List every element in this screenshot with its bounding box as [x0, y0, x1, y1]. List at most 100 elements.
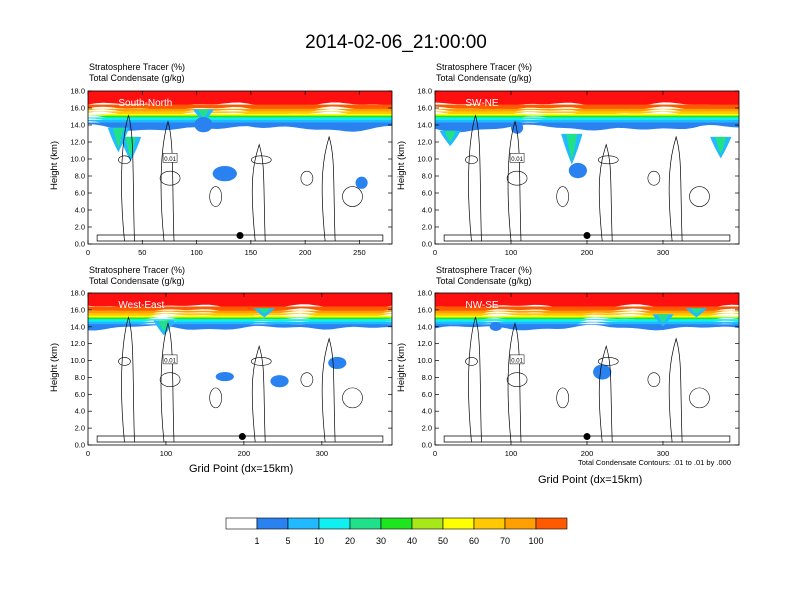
- contour-label: 0.01: [164, 358, 176, 364]
- colorbar-swatch: [256, 517, 289, 530]
- y-tick-label: 12.0: [417, 339, 432, 348]
- y-tick-label: 2.0: [75, 424, 85, 433]
- y-tick-label: 12.0: [70, 138, 85, 147]
- y-tick-label: 18.0: [417, 289, 432, 298]
- tracer-band: [88, 313, 392, 319]
- panel-name: South-North: [118, 98, 172, 109]
- condensate-contour: [468, 316, 482, 443]
- colorbar-label: 10: [314, 536, 324, 546]
- condensate-contour: [160, 120, 175, 242]
- tracer-blob: [212, 165, 237, 182]
- tracer-band: [88, 310, 392, 316]
- x-tick-label: 100: [160, 449, 173, 458]
- panel-header-3: Stratosphere Tracer (%) Total Condensate…: [89, 265, 185, 287]
- x-tick-label: 0: [86, 248, 90, 257]
- y-tick-label: 10.0: [70, 356, 85, 365]
- condensate-contour: [342, 387, 363, 409]
- colorbar-label: 60: [469, 536, 479, 546]
- panel-header-2: Stratosphere Tracer (%) Total Condensate…: [436, 62, 532, 84]
- x-tick-label: 0: [433, 248, 437, 257]
- tracer-band: [88, 122, 392, 132]
- header-line-condensate: Total Condensate (g/kg): [89, 276, 185, 286]
- colorbar-swatch: [442, 517, 475, 530]
- x-axis-label-left: Grid Point (dx=15km): [189, 463, 294, 475]
- condensate-contour: [647, 372, 661, 387]
- colorbar-label: 50: [438, 536, 448, 546]
- x-axis-label-right: Grid Point (dx=15km): [538, 474, 643, 486]
- x-tick-label: 100: [190, 248, 203, 257]
- condensate-contour: [506, 170, 528, 186]
- y-tick-label: 18.0: [70, 87, 85, 96]
- y-tick-label: 4.0: [75, 407, 85, 416]
- condensate-contour: [321, 337, 336, 443]
- panel-header-1: Stratosphere Tracer (%) Total Condensate…: [89, 62, 185, 84]
- condensate-contour: [507, 322, 522, 443]
- condensate-contour: [443, 234, 731, 242]
- y-tick-label: 6.0: [422, 189, 432, 198]
- tracer-plume-core: [259, 308, 270, 314]
- condensate-contour: [159, 372, 181, 387]
- y-tick-label: 4.0: [75, 206, 85, 215]
- tracer-band: [88, 306, 392, 313]
- condensate-contour: [556, 186, 569, 207]
- panel-name: SW-NE: [465, 98, 498, 109]
- tracer-band: [88, 324, 392, 331]
- x-tick-label: 200: [238, 449, 251, 458]
- condensate-contour: [121, 316, 135, 443]
- y-tick-label: 16.0: [70, 104, 85, 113]
- condensate-contour: [250, 155, 272, 165]
- tracer-blob: [489, 321, 502, 331]
- panel-name: West-East: [118, 300, 164, 311]
- y-tick-label: 0.0: [75, 240, 85, 249]
- location-marker: [236, 232, 244, 239]
- condensate-contour: [668, 135, 683, 242]
- y-tick-label: 8.0: [422, 172, 432, 181]
- y-tick-label: 4.0: [422, 206, 432, 215]
- header-line-tracer: Stratosphere Tracer (%): [436, 265, 533, 275]
- panel-name: NW-SE: [465, 300, 498, 311]
- colorbar-label: 100: [528, 536, 543, 546]
- y-tick-label: 2.0: [75, 223, 85, 232]
- colorbar-swatch: [287, 517, 320, 530]
- y-tick-label: 10.0: [417, 356, 432, 365]
- tracer-band: [435, 122, 739, 133]
- condensate-contour: [159, 170, 181, 186]
- condensate-contour: [160, 322, 175, 443]
- colorbar: 1 5 10 20 30 40 50 60 70 100: [225, 517, 568, 546]
- x-tick-label: 300: [657, 248, 670, 257]
- condensate-contour: [689, 387, 710, 409]
- tracer-blob: [194, 117, 213, 133]
- main-title: 2014-02-06_21:00:00: [305, 32, 487, 53]
- y-tick-label: 6.0: [422, 390, 432, 399]
- y-tick-label: 2.0: [422, 223, 432, 232]
- y-tick-label: 12.0: [417, 138, 432, 147]
- colorbar-swatch: [473, 517, 506, 530]
- colorbar-swatch: [380, 517, 413, 530]
- tracer-plume-core: [158, 320, 170, 332]
- panel-south-north: 0.01 South-North 0.0 2.0 4.0 6.0 8.0 10.0 12.0 14…: [70, 87, 393, 257]
- header-line-condensate: Total Condensate (g/kg): [436, 276, 532, 286]
- colorbar-label: 1: [254, 536, 259, 546]
- condensate-contour: [598, 344, 613, 443]
- condensate-contour: [300, 170, 314, 186]
- location-marker: [583, 232, 591, 239]
- condensate-contour: [465, 155, 478, 165]
- tracer-blob: [568, 162, 587, 179]
- header-line-tracer: Stratosphere Tracer (%): [89, 265, 186, 275]
- condensate-contour: [597, 155, 619, 165]
- x-tick-label: 200: [581, 449, 594, 458]
- tracer-band: [88, 91, 392, 107]
- condensate-contour: [506, 372, 528, 387]
- contour-label-box: [509, 354, 525, 365]
- x-tick-label: 200: [581, 248, 594, 257]
- contour-label-box: [162, 153, 178, 163]
- panel-nw-se: 0.01 NW-SE 0.0 2.0 4.0 6.0 8.0 10.0 12.0 14.0 16.0…: [417, 289, 740, 458]
- y-tick-label: 0.0: [422, 240, 432, 249]
- condensate-contour: [209, 387, 222, 409]
- x-tick-label: 300: [657, 449, 670, 458]
- tracer-plume-core: [125, 136, 136, 158]
- condensate-contour: [251, 344, 266, 443]
- contour-note: Total Condensate Contours: .01 to .01 by…: [578, 458, 732, 467]
- x-tick-label: 0: [86, 449, 90, 458]
